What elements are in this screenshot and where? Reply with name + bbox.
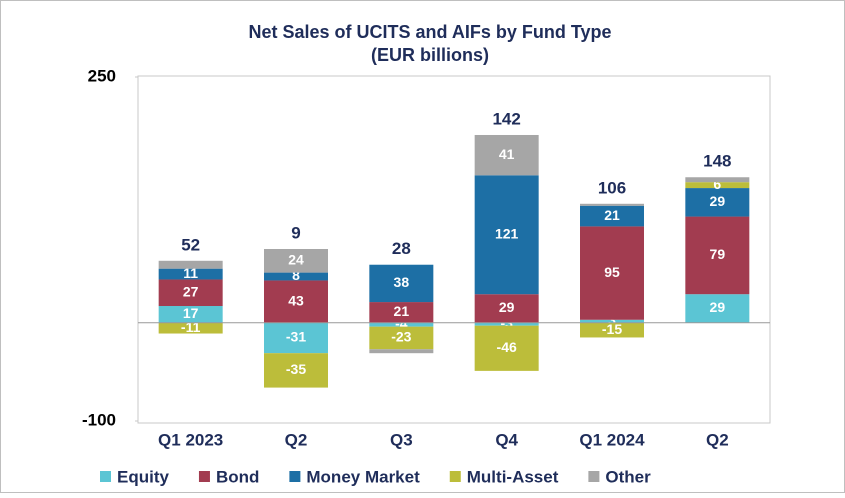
data-label: -15: [602, 321, 622, 337]
bar-segment: [474, 134, 539, 176]
bar-segment: [158, 268, 223, 280]
legend-swatch: [289, 471, 301, 482]
y-tick-label: 250: [88, 66, 116, 85]
legend-swatch: [100, 471, 111, 482]
total-label: 106: [598, 178, 626, 197]
data-label: 29: [499, 299, 515, 315]
bar-segment: [158, 322, 223, 334]
bar-segment: [580, 319, 644, 323]
x-tick-label: Q4: [495, 430, 518, 449]
legend-swatch: [449, 471, 461, 482]
bar-segment: [580, 322, 644, 338]
bar-segment: [158, 260, 223, 269]
total-label: 148: [703, 152, 731, 171]
legend-label: Multi-Asset: [467, 467, 559, 486]
x-tick-label: Q2: [285, 430, 308, 449]
bar-segment: [474, 175, 539, 295]
data-label: 21: [394, 303, 410, 319]
data-label: -11: [181, 319, 201, 335]
bar-segment: [158, 279, 223, 307]
x-tick-label: Q3: [390, 430, 413, 449]
total-label: 52: [181, 235, 200, 254]
data-label: 121: [495, 225, 519, 241]
bar-segment: [580, 205, 644, 227]
bar-segment: [685, 216, 750, 295]
data-label: 27: [183, 283, 199, 299]
total-label: 142: [492, 109, 520, 128]
bar-segment: [474, 294, 539, 323]
bar-segment: [264, 353, 328, 388]
x-tick-label: Q1 2023: [158, 430, 223, 449]
data-label: 29: [710, 299, 726, 315]
data-label: 21: [604, 207, 620, 223]
data-label: 8: [292, 267, 300, 283]
bar-segment: [369, 322, 434, 327]
legend-label: Equity: [117, 467, 169, 486]
data-label: 79: [710, 246, 726, 262]
legend-label: Bond: [216, 467, 259, 486]
bar-segment: [580, 203, 644, 206]
data-label: 6: [713, 176, 721, 192]
data-label: 95: [604, 264, 620, 280]
data-label: 24: [288, 251, 304, 267]
y-tick-label: -100: [82, 410, 116, 429]
bar-segment: [264, 249, 328, 273]
bar-segment: [264, 272, 328, 281]
data-label: 29: [710, 193, 726, 209]
data-label: 38: [394, 274, 410, 290]
bar-segment: [685, 182, 750, 189]
bar-segment: [685, 188, 750, 217]
chart-subtitle: (EUR billions): [371, 45, 489, 65]
bar-segment: [580, 226, 644, 320]
bar-segment: [474, 322, 539, 326]
bar-segment: [369, 264, 434, 303]
legend-swatch: [198, 471, 210, 482]
bar-segment: [264, 322, 328, 354]
bar-segment: [474, 325, 539, 371]
data-label: -35: [286, 361, 306, 377]
plot-frame: [137, 75, 771, 424]
data-label: -31: [286, 329, 306, 345]
bar-segment: [369, 302, 434, 323]
data-label: -46: [497, 339, 517, 355]
bar-segment: [685, 294, 750, 323]
x-tick-label: Q2: [706, 430, 729, 449]
x-tick-label: Q1 2024: [579, 430, 645, 449]
bar-segment: [158, 306, 223, 323]
legend-label: Money Market: [306, 467, 420, 486]
legend-swatch: [588, 471, 600, 482]
bar-segment: [369, 349, 434, 354]
bar-segment: [264, 280, 328, 323]
data-label: 3: [608, 312, 616, 328]
legend-label: Other: [605, 467, 651, 486]
total-label: 28: [392, 239, 411, 258]
data-label: -23: [391, 329, 411, 345]
data-label: 43: [288, 292, 304, 308]
bar-segment: [685, 177, 750, 183]
bar-segment: [369, 326, 434, 350]
data-label: 41: [499, 146, 515, 162]
total-label: 9: [291, 223, 300, 242]
data-label: 17: [183, 305, 199, 321]
data-label: 11: [183, 265, 198, 281]
chart-title: Net Sales of UCITS and AIFs by Fund Type: [248, 22, 611, 42]
